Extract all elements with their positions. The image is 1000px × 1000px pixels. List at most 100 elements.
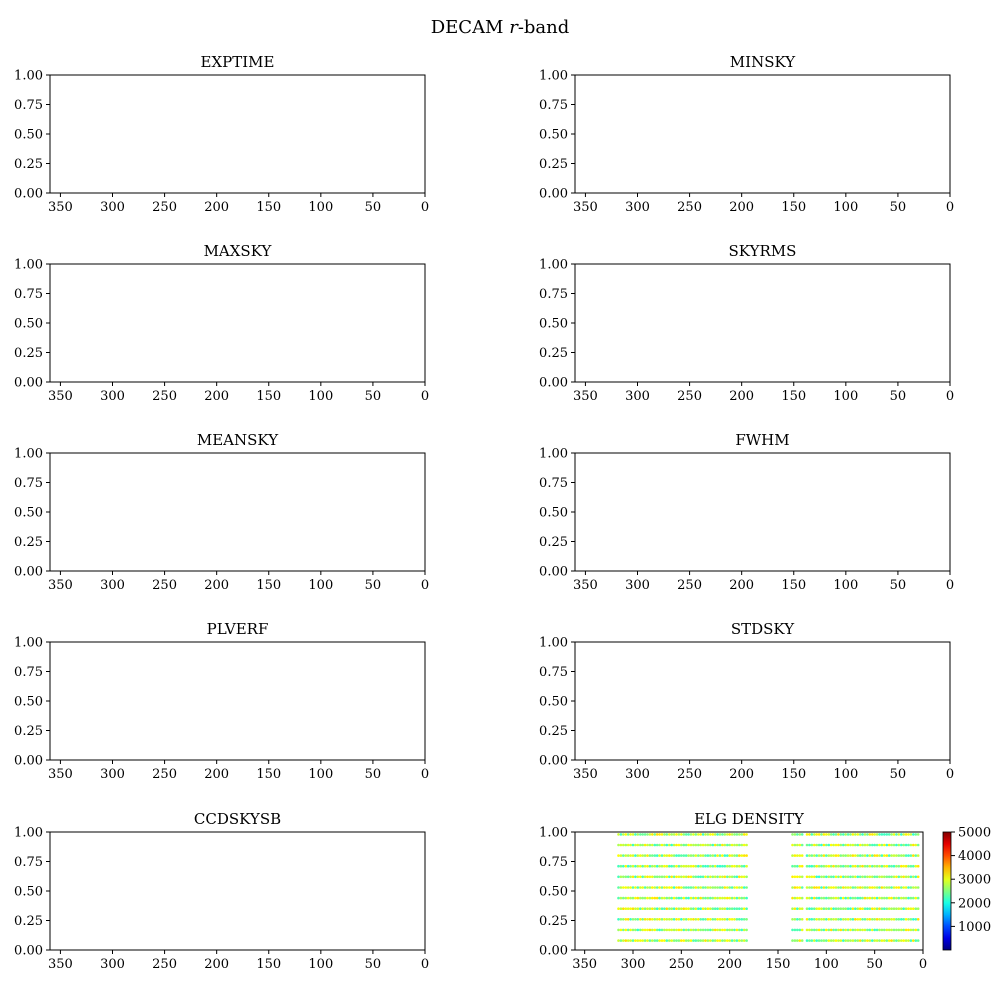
scatter-point [706, 939, 710, 942]
scatter-point [849, 854, 852, 857]
scatter-point [713, 928, 717, 932]
scatter-point [694, 833, 698, 836]
y-tick-label: 0.25 [14, 535, 43, 550]
scatter-point [897, 939, 901, 942]
scatter-point [866, 886, 869, 889]
scatter-point [805, 896, 809, 900]
scatter-point [825, 928, 828, 932]
scatter-point [878, 907, 881, 910]
scatter-point [665, 875, 669, 879]
scatter-point [878, 843, 881, 847]
scatter-point [680, 939, 683, 942]
scatter-point [687, 886, 690, 889]
scatter-point [626, 833, 630, 836]
scatter-point [735, 843, 739, 847]
scatter-point [916, 907, 920, 910]
x-tick-label: 150 [781, 200, 806, 215]
y-tick-label: 0.25 [539, 914, 568, 929]
scatter-point [895, 918, 898, 921]
scatter-point [636, 886, 640, 889]
scatter-point [854, 918, 857, 921]
scatter-point [716, 896, 719, 900]
scatter-point [682, 875, 686, 879]
scatter-point [668, 928, 671, 932]
scatter-point [626, 886, 630, 889]
scatter-point [890, 854, 893, 857]
scatter-point [709, 928, 712, 932]
scatter-point [631, 886, 635, 889]
scatter-point [704, 896, 707, 900]
panel-title-plverf: PLVERF [207, 620, 269, 638]
scatter-point [861, 864, 864, 868]
scatter-point [793, 907, 797, 910]
scatter-point [670, 886, 673, 889]
scatter-point [902, 907, 905, 910]
scatter-point [721, 833, 724, 836]
scatter-point [670, 875, 673, 879]
scatter-point [718, 875, 722, 879]
scatter-point [880, 875, 884, 879]
scatter-point [883, 896, 886, 900]
scatter-point [639, 896, 642, 900]
scatter-point [851, 939, 855, 942]
scatter-point [704, 864, 707, 868]
scatter-point [810, 875, 814, 879]
x-tick-label: 100 [833, 389, 858, 404]
scatter-point [694, 864, 698, 868]
scatter-point [692, 918, 695, 921]
scatter-point [914, 864, 918, 868]
scatter-point [718, 896, 722, 900]
scatter-point [655, 928, 659, 932]
scatter-point [796, 928, 799, 932]
y-tick-label: 0.50 [14, 128, 43, 143]
scatter-point [738, 864, 741, 868]
x-tick-label: 50 [365, 578, 382, 593]
scatter-point [692, 854, 695, 857]
scatter-point [646, 843, 649, 847]
scatter-point [817, 843, 821, 847]
scatter-point [687, 896, 690, 900]
scatter-point [883, 864, 886, 868]
scatter-point [829, 939, 833, 942]
scatter-point [837, 928, 840, 932]
scatter-point [871, 907, 874, 910]
scatter-point [716, 833, 719, 836]
scatter-point [834, 833, 838, 836]
scatter-point [668, 875, 671, 879]
x-tick-label: 250 [669, 957, 694, 972]
scatter-point [813, 939, 816, 942]
scatter-point [651, 928, 654, 932]
scatter-point [622, 854, 625, 857]
scatter-point [798, 875, 802, 879]
scatter-point [892, 864, 896, 868]
y-tick-label: 0.00 [14, 565, 43, 580]
scatter-point [663, 918, 666, 921]
scatter-point [646, 939, 649, 942]
scatter-point [856, 907, 860, 910]
scatter-point [849, 928, 852, 932]
scatter-point [651, 875, 654, 879]
scatter-point [829, 886, 833, 889]
x-tick-label: 200 [729, 767, 754, 782]
scatter-point [878, 864, 881, 868]
scatter-point [871, 939, 874, 942]
scatter-point [900, 854, 903, 857]
x-tick-label: 350 [572, 957, 597, 972]
scatter-point [851, 833, 855, 836]
scatter-point [740, 854, 744, 857]
scatter-point [839, 864, 843, 868]
scatter-point [684, 939, 688, 942]
scatter-point [892, 907, 896, 910]
scatter-point [842, 854, 845, 857]
scatter-point [839, 843, 843, 847]
scatter-point [868, 896, 872, 900]
scatter-point [699, 939, 702, 942]
y-tick-label: 1.00 [539, 826, 568, 841]
scatter-point [904, 843, 908, 847]
scatter-point [873, 864, 876, 868]
scatter-point [701, 843, 705, 847]
scatter-point [680, 918, 683, 921]
scatter-point [655, 907, 659, 910]
scatter-point [636, 864, 640, 868]
scatter-point [728, 939, 731, 942]
